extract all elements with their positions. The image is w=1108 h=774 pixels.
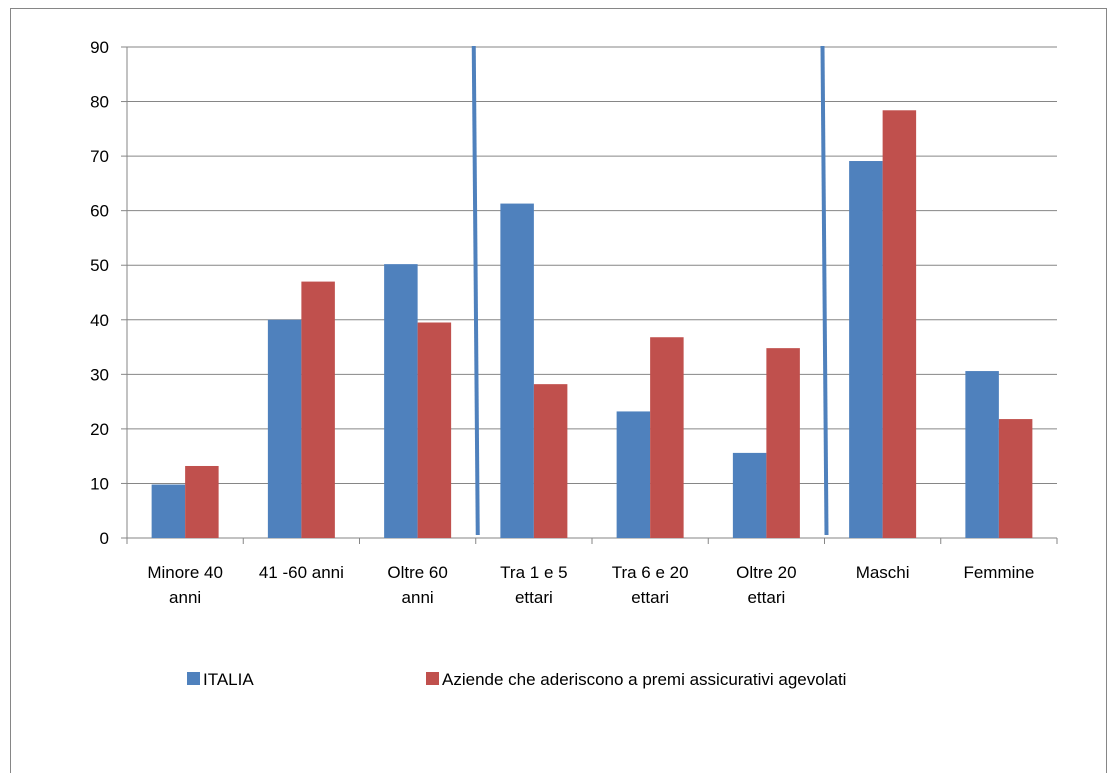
y-tick-label: 60 bbox=[90, 202, 109, 221]
y-tick-label: 40 bbox=[90, 311, 109, 330]
legend-label: ITALIA bbox=[203, 670, 254, 689]
legend: ITALIA Aziende che aderiscono a premi ass… bbox=[187, 670, 846, 689]
group-separator-line bbox=[471, 45, 480, 536]
bar-italia bbox=[267, 319, 302, 538]
bar-aziende bbox=[882, 110, 917, 538]
group-separator-line bbox=[820, 45, 829, 536]
y-tick-label: 50 bbox=[90, 256, 109, 275]
chart-area: 0 10 20 30 40 50 60 70 80 90 Minore 40 anni 41 -60 a… bbox=[10, 8, 1107, 773]
separators bbox=[471, 45, 829, 536]
bar-aziende bbox=[650, 337, 684, 538]
y-tick-label: 20 bbox=[90, 420, 109, 439]
y-tick-label: 10 bbox=[90, 474, 109, 493]
legend-label: Aziende che aderiscono a premi assicurat… bbox=[442, 670, 846, 689]
bar-aziende bbox=[998, 419, 1033, 538]
bar-italia bbox=[151, 484, 186, 538]
x-category-label: 41 -60 anni bbox=[259, 563, 344, 582]
axes bbox=[121, 46, 1058, 544]
bar-italia bbox=[732, 452, 767, 538]
tick-labels: 0 10 20 30 40 50 60 70 80 90 Minore 40 anni 41 -60 a… bbox=[90, 38, 1034, 607]
bar-aziende bbox=[301, 281, 335, 538]
bar-aziende bbox=[533, 384, 568, 538]
y-tick-label: 0 bbox=[100, 529, 109, 548]
bar-aziende bbox=[766, 348, 800, 538]
x-category-label: Oltre 20 ettari bbox=[736, 563, 796, 607]
bar-italia bbox=[384, 264, 418, 538]
legend-swatch bbox=[426, 672, 439, 685]
bar-italia bbox=[616, 411, 651, 538]
x-category-label: Minore 40 anni bbox=[147, 563, 223, 607]
bar-italia bbox=[965, 371, 999, 538]
x-category-label: Maschi bbox=[856, 563, 910, 582]
legend-swatch bbox=[187, 672, 200, 685]
y-tick-label: 90 bbox=[90, 38, 109, 57]
bar-italia bbox=[849, 161, 883, 538]
bars bbox=[151, 110, 1033, 538]
x-category-label: Femmine bbox=[963, 563, 1034, 582]
gridlines bbox=[127, 46, 1057, 484]
y-tick-label: 70 bbox=[90, 147, 109, 166]
bar-aziende bbox=[185, 465, 219, 538]
y-tick-label: 30 bbox=[90, 365, 109, 384]
x-category-label: Oltre 60 anni bbox=[387, 563, 447, 607]
y-tick-label: 80 bbox=[90, 93, 109, 112]
x-category-label: Tra 1 e 5 ettari bbox=[500, 563, 567, 607]
bar-chart: 0 10 20 30 40 50 60 70 80 90 Minore 40 anni 41 -60 a… bbox=[90, 38, 1058, 689]
bar-aziende bbox=[417, 322, 452, 538]
bar-italia bbox=[500, 203, 534, 538]
x-category-label: Tra 6 e 20 ettari bbox=[612, 563, 689, 607]
